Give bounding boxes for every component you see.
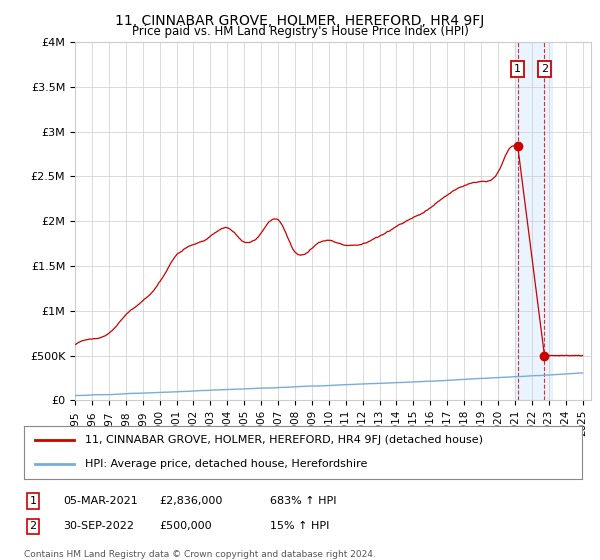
Text: 15% ↑ HPI: 15% ↑ HPI: [270, 521, 329, 531]
Text: 11, CINNABAR GROVE, HOLMER, HEREFORD, HR4 9FJ (detached house): 11, CINNABAR GROVE, HOLMER, HEREFORD, HR…: [85, 436, 484, 446]
Text: 11, CINNABAR GROVE, HOLMER, HEREFORD, HR4 9FJ: 11, CINNABAR GROVE, HOLMER, HEREFORD, HR…: [115, 14, 485, 28]
Text: £500,000: £500,000: [159, 521, 212, 531]
Text: 30-SEP-2022: 30-SEP-2022: [63, 521, 134, 531]
Text: 2: 2: [29, 521, 37, 531]
Text: 683% ↑ HPI: 683% ↑ HPI: [270, 496, 337, 506]
Bar: [515, 42, 552, 400]
Text: 1: 1: [29, 496, 37, 506]
Text: 05-MAR-2021: 05-MAR-2021: [63, 496, 138, 506]
Text: Price paid vs. HM Land Registry's House Price Index (HPI): Price paid vs. HM Land Registry's House …: [131, 25, 469, 38]
Text: Contains HM Land Registry data © Crown copyright and database right 2024.
This d: Contains HM Land Registry data © Crown c…: [24, 550, 376, 560]
Text: £2,836,000: £2,836,000: [159, 496, 223, 506]
Text: HPI: Average price, detached house, Herefordshire: HPI: Average price, detached house, Here…: [85, 459, 368, 469]
Text: 2: 2: [541, 64, 548, 74]
Text: 1: 1: [514, 64, 521, 74]
